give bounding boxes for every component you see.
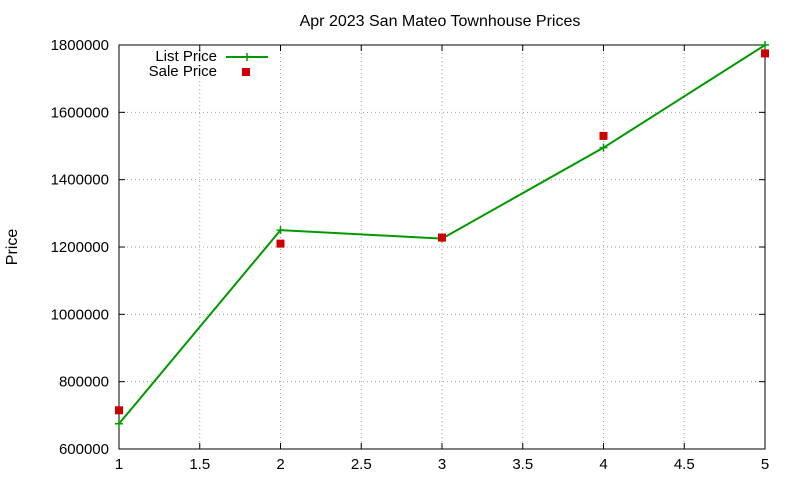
x-tick-label: 1: [115, 456, 123, 473]
legend-marker-sale-price: [242, 68, 250, 76]
y-axis-label: Price: [4, 229, 21, 266]
y-tick-label: 1000000: [51, 306, 109, 323]
x-tick-label: 3: [438, 456, 446, 473]
x-tick-label: 4: [599, 456, 607, 473]
y-tick-label: 600000: [59, 441, 109, 458]
x-tick-label: 1.5: [189, 456, 210, 473]
axis-ticks: 1 1.5 2 2.5 3 3.5 4 4.5 5 600000 800000 1000000 1200…: [51, 37, 770, 473]
x-tick-label: 2: [276, 456, 284, 473]
legend-marker-list-price: [243, 53, 251, 61]
x-tick-label: 5: [761, 456, 769, 473]
legend: List Price Sale Price: [149, 48, 268, 80]
sale-price-point: [599, 131, 608, 140]
y-tick-label: 1800000: [51, 37, 109, 54]
series-layer: [115, 41, 769, 428]
y-tick-label: 800000: [59, 374, 109, 391]
legend-label-list-price: List Price: [155, 48, 217, 65]
x-tick-label: 3.5: [512, 456, 533, 473]
chart-title: Apr 2023 San Mateo Townhouse Prices: [300, 13, 581, 30]
x-tick-label: 4.5: [674, 456, 695, 473]
sale-price-point: [276, 239, 285, 248]
sale-price-point: [761, 49, 769, 58]
y-tick-label: 1200000: [51, 239, 109, 256]
sale-price-point: [438, 233, 446, 242]
list-price-point: [115, 419, 123, 428]
list-price-point: [761, 41, 769, 49]
y-tick-label: 1400000: [51, 172, 109, 189]
sale-price-point: [115, 406, 123, 415]
x-tick-label: 2.5: [351, 456, 372, 473]
legend-label-sale-price: Sale Price: [149, 63, 217, 80]
grid: [119, 45, 765, 449]
y-tick-label: 1600000: [51, 104, 109, 121]
list-price-point: [599, 143, 608, 152]
list-price-point: [276, 226, 285, 235]
